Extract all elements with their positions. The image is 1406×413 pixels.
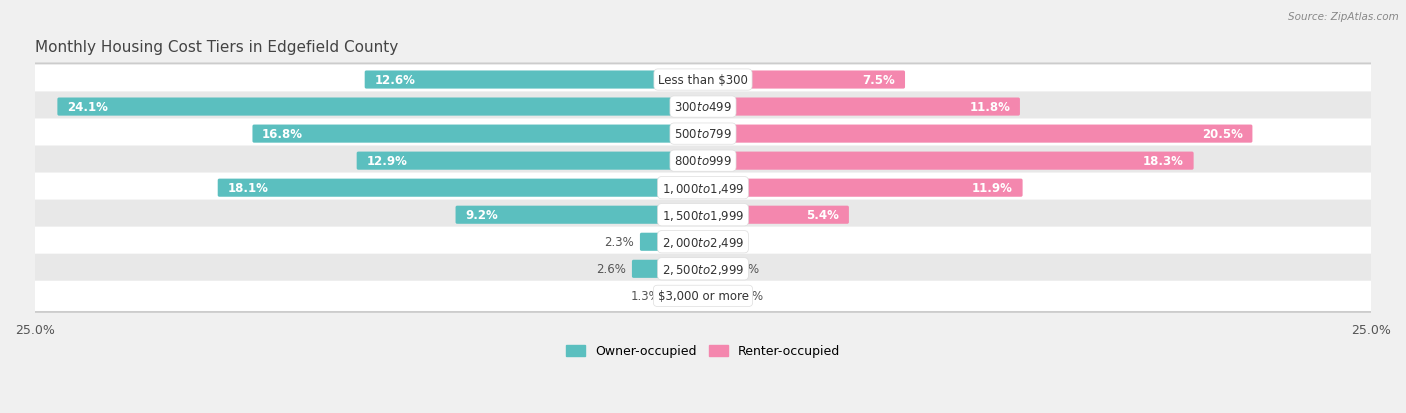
FancyBboxPatch shape [31,227,1375,257]
Text: Monthly Housing Cost Tiers in Edgefield County: Monthly Housing Cost Tiers in Edgefield … [35,40,398,55]
FancyBboxPatch shape [28,63,1378,97]
Text: 18.1%: 18.1% [228,182,269,195]
FancyBboxPatch shape [702,233,713,251]
FancyBboxPatch shape [28,252,1378,286]
Text: 12.6%: 12.6% [374,74,415,87]
FancyBboxPatch shape [31,281,1375,311]
FancyBboxPatch shape [631,260,704,278]
Text: 2.6%: 2.6% [596,263,626,275]
FancyBboxPatch shape [702,179,1022,197]
FancyBboxPatch shape [28,171,1378,205]
Text: 12.9%: 12.9% [367,155,408,168]
FancyBboxPatch shape [31,254,1375,284]
Text: 2.3%: 2.3% [603,236,634,249]
Text: 20.5%: 20.5% [1202,128,1243,141]
Text: $1,000 to $1,499: $1,000 to $1,499 [662,181,744,195]
FancyBboxPatch shape [31,200,1375,230]
FancyBboxPatch shape [253,125,704,143]
FancyBboxPatch shape [28,198,1378,232]
Text: $3,000 or more: $3,000 or more [658,290,748,303]
Legend: Owner-occupied, Renter-occupied: Owner-occupied, Renter-occupied [561,339,845,363]
FancyBboxPatch shape [702,206,849,224]
FancyBboxPatch shape [640,233,704,251]
FancyBboxPatch shape [28,225,1378,259]
FancyBboxPatch shape [666,287,704,305]
Text: $300 to $499: $300 to $499 [673,101,733,114]
Text: 0.3%: 0.3% [718,236,748,249]
Text: 0.43%: 0.43% [723,263,759,275]
FancyBboxPatch shape [702,260,716,278]
FancyBboxPatch shape [364,71,704,89]
Text: 11.9%: 11.9% [972,182,1012,195]
FancyBboxPatch shape [702,152,1194,170]
FancyBboxPatch shape [31,65,1375,95]
FancyBboxPatch shape [702,71,905,89]
Text: $500 to $799: $500 to $799 [673,128,733,141]
FancyBboxPatch shape [28,279,1378,313]
FancyBboxPatch shape [456,206,704,224]
FancyBboxPatch shape [28,144,1378,178]
Text: 1.3%: 1.3% [630,290,661,303]
FancyBboxPatch shape [357,152,704,170]
FancyBboxPatch shape [218,179,704,197]
Text: $2,000 to $2,499: $2,000 to $2,499 [662,235,744,249]
Text: 24.1%: 24.1% [67,101,108,114]
Text: $1,500 to $1,999: $1,500 to $1,999 [662,208,744,222]
Text: Source: ZipAtlas.com: Source: ZipAtlas.com [1288,12,1399,22]
FancyBboxPatch shape [31,173,1375,203]
FancyBboxPatch shape [702,125,1253,143]
Text: Less than $300: Less than $300 [658,74,748,87]
Text: 9.2%: 9.2% [465,209,498,222]
Text: $2,500 to $2,999: $2,500 to $2,999 [662,262,744,276]
FancyBboxPatch shape [702,287,720,305]
Text: 5.4%: 5.4% [807,209,839,222]
Text: 18.3%: 18.3% [1143,155,1184,168]
FancyBboxPatch shape [31,146,1375,176]
FancyBboxPatch shape [702,98,1019,116]
Text: 11.8%: 11.8% [969,101,1011,114]
Text: 0.56%: 0.56% [725,290,763,303]
FancyBboxPatch shape [28,117,1378,151]
Text: 7.5%: 7.5% [863,74,896,87]
Text: $800 to $999: $800 to $999 [673,155,733,168]
FancyBboxPatch shape [58,98,704,116]
Text: 16.8%: 16.8% [262,128,304,141]
FancyBboxPatch shape [31,119,1375,150]
FancyBboxPatch shape [28,90,1378,124]
FancyBboxPatch shape [31,92,1375,122]
